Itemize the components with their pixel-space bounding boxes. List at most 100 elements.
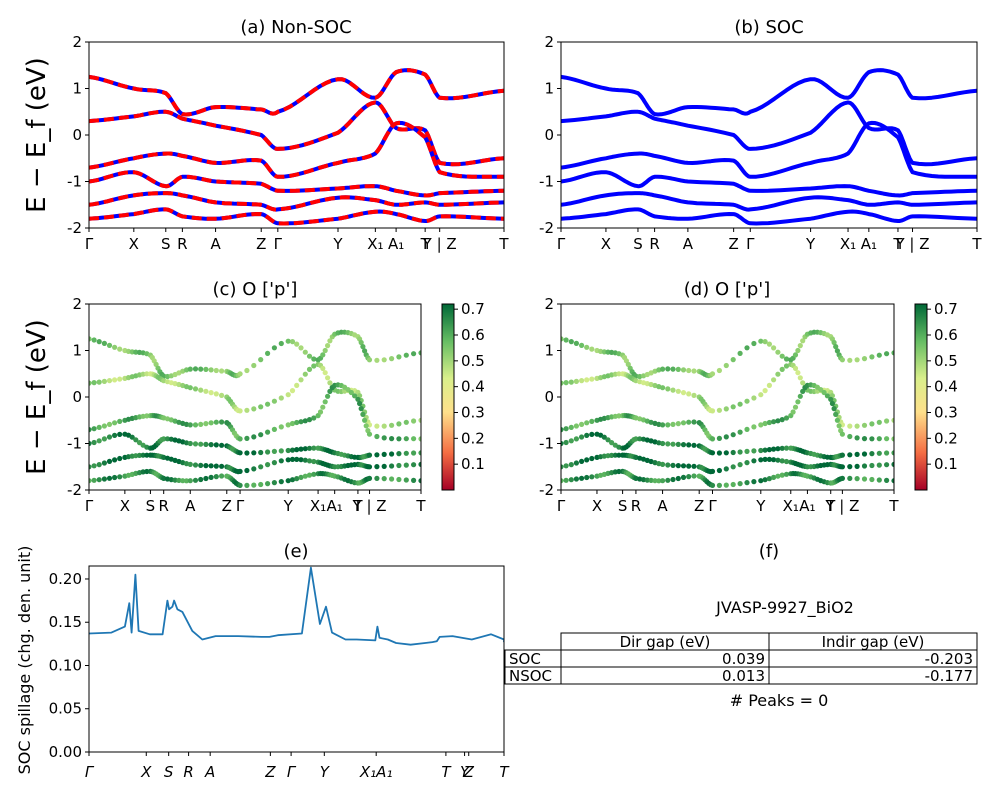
projection-point (737, 350, 743, 356)
projection-point (306, 366, 313, 372)
y-tick-label: -2 (539, 219, 554, 237)
projection-point (389, 356, 395, 362)
projection-point (311, 471, 317, 477)
projection-point (278, 458, 284, 464)
projection-point (836, 423, 842, 429)
projection-point (183, 478, 190, 484)
projection-point (289, 456, 296, 462)
colorbar-d (914, 303, 928, 491)
x-tick-label: S (633, 235, 643, 253)
projection-point (869, 462, 875, 469)
x-tick-label: S (618, 497, 628, 515)
projection-point (355, 396, 361, 402)
projection-point (203, 366, 209, 372)
x-tick-label: T (352, 497, 363, 515)
x-tick-label: Z (728, 235, 738, 253)
projection-point (244, 435, 250, 441)
x-tick-label: T (420, 235, 431, 253)
projection-point (213, 442, 219, 448)
projection-point (680, 474, 687, 480)
projection-point (573, 423, 580, 429)
projection-point (861, 422, 868, 428)
projection-point (800, 380, 806, 386)
projection-point (762, 339, 768, 345)
projection-point (112, 344, 118, 350)
projection-point (766, 341, 773, 347)
projection-point (637, 436, 643, 442)
projection-point (779, 458, 785, 464)
panel-d-title: (d) O ['p'] (684, 279, 770, 300)
projection-point (775, 446, 781, 452)
projection-point (609, 452, 615, 458)
projection-point (783, 458, 790, 465)
x-tick-label: Z (694, 497, 704, 515)
projection-point (601, 349, 607, 355)
projection-point (648, 381, 654, 388)
panel-d-frame (560, 303, 895, 491)
projection-point (112, 474, 118, 481)
projection-point (172, 477, 178, 483)
projection-point (716, 367, 723, 374)
projection-point (89, 427, 92, 433)
projection-point (854, 451, 860, 457)
projection-point (691, 473, 697, 479)
projection-point (219, 368, 225, 374)
projection-point (884, 351, 890, 357)
projection-point (389, 436, 395, 442)
projection-point (723, 482, 729, 488)
projection-point (366, 357, 373, 363)
projection-point (573, 476, 580, 482)
projection-point (208, 390, 214, 396)
projection-point (374, 452, 380, 458)
x-tick-label: X₁ (310, 497, 326, 515)
projection-point (418, 461, 421, 467)
colorbar-tick-label: 0.2 (934, 429, 958, 447)
projection-point (265, 481, 271, 487)
projection-point (251, 434, 257, 440)
projection-point (884, 462, 890, 468)
panel-c-ylabel: E − E_f (eV) (22, 319, 52, 475)
projection-point (563, 337, 569, 343)
projection-point (648, 419, 654, 425)
projection-point (366, 452, 373, 458)
projection-point (561, 440, 564, 447)
projection-point (691, 419, 697, 425)
projection-point (327, 338, 333, 344)
projection-point (271, 448, 277, 454)
projection-point (112, 420, 118, 426)
projection-point (294, 382, 300, 388)
projection-point (208, 442, 214, 448)
x-tick-label: X (129, 235, 139, 253)
projection-point (237, 482, 243, 488)
projection-point (670, 476, 676, 483)
projection-point (302, 349, 308, 355)
projection-point (869, 421, 875, 427)
projection-point (219, 473, 225, 479)
projection-point (675, 421, 681, 427)
projection-point (876, 436, 882, 442)
projection-point (244, 407, 250, 413)
projection-point (589, 474, 595, 480)
projection-point (709, 468, 716, 474)
projection-point (96, 424, 102, 430)
projection-point (198, 462, 204, 468)
projection-point (861, 451, 868, 457)
projection-point (213, 463, 219, 469)
projection-point (568, 379, 574, 385)
projection-point (203, 421, 209, 427)
projection-point (730, 481, 736, 488)
projection-point (117, 376, 123, 382)
projection-point (411, 462, 417, 468)
projection-point (285, 392, 291, 398)
projection-point (133, 437, 139, 443)
projection-point (854, 435, 860, 441)
projection-point (573, 436, 580, 442)
projection-point (381, 435, 387, 441)
projection-point (129, 434, 135, 440)
projection-point (306, 458, 313, 464)
projection-point (91, 463, 97, 469)
x-tick-label: Z (256, 235, 266, 253)
projection-point (117, 418, 123, 424)
projection-point (891, 436, 894, 442)
